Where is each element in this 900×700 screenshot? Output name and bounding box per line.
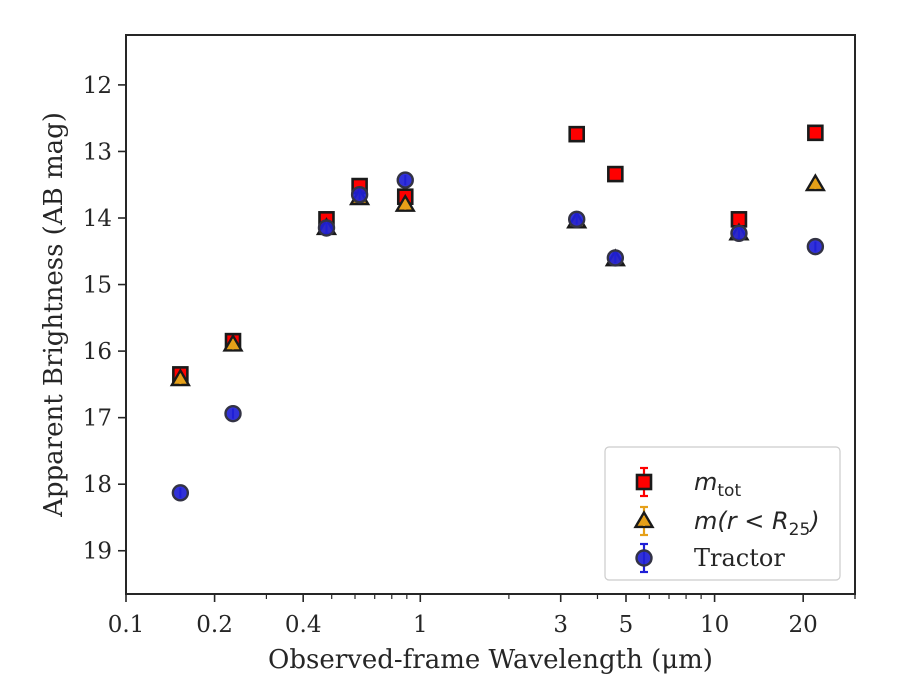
legend-marker: [635, 473, 653, 491]
triangle-point: [804, 173, 826, 192]
x-tick-label: 10: [700, 612, 729, 638]
legend-entry-1: mtot: [635, 466, 741, 501]
triangle-point: [169, 368, 191, 387]
x-axis-ticks: 0.1 0.2 0.4 1 3 5 10 20: [108, 594, 856, 638]
triangle-point: [222, 333, 244, 352]
circle-point: [171, 484, 190, 502]
y-tick-label: 12: [83, 73, 112, 99]
plot-frame: [125, 34, 856, 595]
legend-entry-2: m(r < R25): [633, 505, 820, 540]
circle-point: [350, 186, 369, 204]
circle-point: [396, 171, 414, 189]
y-axis-label: Apparent Brightness (AB mag): [39, 112, 69, 518]
x-axis-label: Observed-frame Wavelength (μm): [268, 645, 713, 675]
x-tick-label: 5: [619, 612, 634, 638]
y-axis-ticks: 12 13 14 15 16 17 18 19: [83, 73, 126, 565]
legend-label: Tractor: [694, 544, 785, 572]
square-point: [807, 124, 824, 142]
y-tick-label: 18: [83, 472, 112, 498]
x-tick-label: 3: [553, 612, 568, 638]
x-tick-label: 0.4: [285, 612, 322, 638]
y-tick-label: 19: [83, 539, 112, 565]
y-tick-label: 16: [83, 339, 112, 365]
y-tick-label: 14: [83, 206, 112, 232]
circle-point: [806, 237, 825, 256]
legend-marker: [635, 549, 653, 567]
x-tick-label: 1: [413, 612, 428, 638]
legend-label: m(r < R25): [694, 507, 820, 540]
y-tick-label: 17: [83, 406, 112, 432]
series-layer: [169, 124, 826, 502]
circle-point: [224, 404, 242, 423]
square-point: [607, 165, 624, 183]
square-point: [568, 125, 586, 143]
series-3: [171, 171, 825, 502]
triangle-point: [394, 193, 416, 212]
x-tick-label: 0.2: [196, 612, 233, 638]
legend: mtot m(r < R25) Tractor: [604, 446, 841, 581]
circle-point: [606, 249, 625, 267]
legend-marker: [633, 510, 655, 529]
circle-point: [317, 219, 336, 237]
x-tick-label: 0.1: [108, 612, 145, 638]
x-tick-label: 20: [789, 612, 818, 638]
y-tick-label: 15: [83, 273, 112, 299]
circle-point: [568, 210, 586, 229]
legend-label: mtot: [694, 468, 741, 501]
circle-point: [730, 224, 748, 243]
legend-box: [604, 446, 841, 581]
y-tick-label: 13: [83, 139, 112, 165]
legend-entry-3: Tractor: [635, 542, 785, 574]
